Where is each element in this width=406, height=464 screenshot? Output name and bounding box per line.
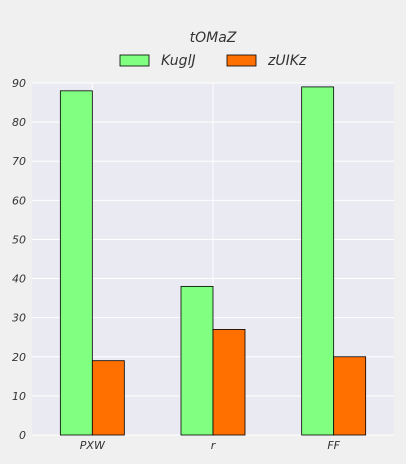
y-tick-label: 20 bbox=[12, 351, 26, 364]
legend-label-zUIKz: zUIKz bbox=[267, 53, 307, 69]
bar-KuglJ-FF bbox=[301, 86, 335, 436]
legend: KuglJ zUIKz bbox=[119, 53, 307, 69]
chart-title: tOMaZ bbox=[190, 30, 237, 46]
legend-swatch-KuglJ bbox=[119, 54, 150, 67]
x-tick-label: FF bbox=[327, 439, 340, 452]
x-axis: PXW r FF bbox=[80, 439, 341, 452]
bars bbox=[59, 86, 367, 436]
x-tick-label: r bbox=[211, 439, 217, 452]
y-tick-label: 70 bbox=[12, 155, 26, 168]
bar-KuglJ-PXW bbox=[59, 90, 93, 436]
y-tick-label: 40 bbox=[12, 273, 26, 286]
y-tick-label: 10 bbox=[12, 390, 26, 403]
bar-KuglJ-r bbox=[180, 285, 214, 436]
bar-zUIKz-r bbox=[212, 328, 246, 436]
y-tick-label: 30 bbox=[12, 312, 26, 325]
legend-swatch-zUIKz bbox=[226, 54, 257, 67]
y-tick-label: 90 bbox=[12, 77, 26, 90]
y-tick-label: 80 bbox=[12, 116, 26, 129]
y-tick-label: 50 bbox=[12, 233, 26, 246]
legend-label-KuglJ: KuglJ bbox=[161, 53, 196, 69]
bar-zUIKz-PXW bbox=[91, 360, 125, 436]
y-tick-label: 60 bbox=[12, 194, 26, 207]
bar-zUIKz-FF bbox=[333, 356, 367, 436]
x-tick-label: PXW bbox=[80, 439, 106, 452]
y-tick-label: 0 bbox=[19, 429, 26, 442]
y-axis: 0 10 20 30 40 50 60 70 80 90 bbox=[12, 77, 26, 442]
